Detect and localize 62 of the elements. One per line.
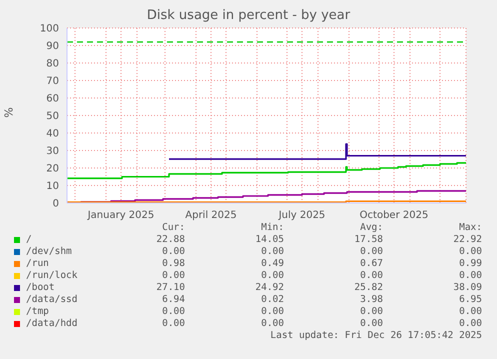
y-tick-label: 40 xyxy=(46,128,59,140)
text: 0.00 xyxy=(161,306,185,317)
text: 0.00 xyxy=(458,306,482,317)
y-tick-label: 20 xyxy=(46,164,59,175)
chart-title: Disk usage in percent - by year xyxy=(146,8,352,23)
text: Min: xyxy=(261,222,284,233)
text: 0.00 xyxy=(359,270,383,281)
text: 0.00 xyxy=(260,306,284,317)
text: 6.95 xyxy=(458,294,482,305)
x-tick-label: January 2025 xyxy=(86,210,154,222)
text: 0.02 xyxy=(260,294,284,305)
y-tick-label: 0 xyxy=(52,198,59,210)
text: 0.00 xyxy=(260,318,284,329)
legend-label: /run xyxy=(26,258,49,269)
text: 0.99 xyxy=(458,258,482,269)
text: Max: xyxy=(459,222,482,233)
text: 27.10 xyxy=(155,282,185,293)
y-tick-label: 90 xyxy=(46,41,59,52)
text: 0.67 xyxy=(359,258,383,269)
y-tick-label: 70 xyxy=(46,76,59,88)
text: 0.00 xyxy=(161,270,185,281)
text: 0.00 xyxy=(161,318,185,329)
y-tick-label: 30 xyxy=(46,146,59,158)
text: 3.98 xyxy=(359,294,383,305)
text: 0.49 xyxy=(260,258,284,269)
text: 0.00 xyxy=(260,270,284,281)
legend-label: /data/hdd xyxy=(26,318,78,329)
text: Last update: Fri Dec 26 17:05:42 2025 xyxy=(269,330,482,341)
x-tick-label: July 2025 xyxy=(278,210,326,222)
text: 38.09 xyxy=(452,282,482,293)
text: 0.98 xyxy=(161,258,185,269)
legend-label: /dev/shm xyxy=(26,246,72,257)
text: 0.00 xyxy=(458,318,482,329)
text: 0.00 xyxy=(359,306,383,317)
text: 22.88 xyxy=(155,234,185,245)
y-axis-title: % xyxy=(2,107,16,118)
text: 0.00 xyxy=(359,246,383,257)
text: 0.00 xyxy=(458,246,482,257)
text: 0.00 xyxy=(458,270,482,281)
x-tick-label: April 2025 xyxy=(185,210,237,222)
text: Avg: xyxy=(360,222,383,233)
x-tick-label: October 2025 xyxy=(360,210,428,222)
legend-label: / xyxy=(26,234,32,245)
text: 17.58 xyxy=(353,234,383,245)
text: 0.00 xyxy=(260,246,284,257)
y-tick-label: 80 xyxy=(46,58,59,70)
y-tick-label: 50 xyxy=(46,111,59,122)
text: 6.94 xyxy=(161,294,185,305)
legend-label: /run/lock xyxy=(26,270,78,281)
legend-label: /tmp xyxy=(26,306,49,317)
text: 0.00 xyxy=(161,246,185,257)
y-tick-label: 60 xyxy=(46,94,59,105)
y-tick-label: 100 xyxy=(40,24,59,35)
text: 24.92 xyxy=(254,282,284,293)
legend-label: /data/ssd xyxy=(26,294,78,305)
text: 14.05 xyxy=(254,234,284,245)
text: Cur: xyxy=(161,222,185,233)
y-tick-label: 10 xyxy=(46,181,59,192)
text: 22.92 xyxy=(452,234,482,245)
legend-label: /boot xyxy=(26,282,55,293)
text: 25.82 xyxy=(353,282,383,293)
text: 0.00 xyxy=(359,318,383,329)
